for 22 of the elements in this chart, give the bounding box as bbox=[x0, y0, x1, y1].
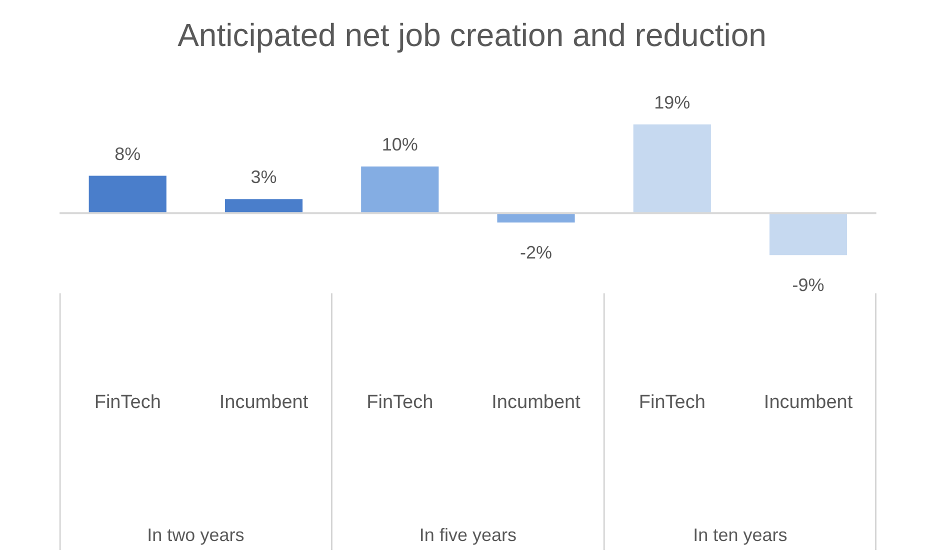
data-label: 10% bbox=[382, 134, 418, 154]
bar bbox=[769, 213, 848, 256]
x-tick-label: Incumbent bbox=[219, 392, 309, 413]
bar bbox=[361, 166, 439, 214]
bar bbox=[224, 199, 303, 214]
x-tick-label: FinTech bbox=[94, 392, 161, 413]
x-tick-label: FinTech bbox=[638, 392, 706, 413]
bar bbox=[497, 213, 575, 222]
data-label: -2% bbox=[520, 242, 552, 262]
x-tick-label: Incumbent bbox=[492, 392, 582, 413]
text: In two years bbox=[147, 524, 244, 545]
x-tick-label: FinTech bbox=[366, 392, 434, 413]
x-tick-label: Incumbent bbox=[764, 392, 854, 413]
bar bbox=[633, 124, 711, 214]
data-label: 3% bbox=[250, 167, 277, 188]
chart-title: Anticipated net job creation and reduction bbox=[178, 17, 766, 54]
text: In ten years bbox=[693, 524, 788, 545]
data-label: 8% bbox=[114, 144, 141, 164]
data-label: -9% bbox=[792, 275, 824, 296]
data-label: 19% bbox=[654, 92, 690, 112]
text: In five years bbox=[419, 524, 516, 545]
bar bbox=[88, 176, 166, 214]
